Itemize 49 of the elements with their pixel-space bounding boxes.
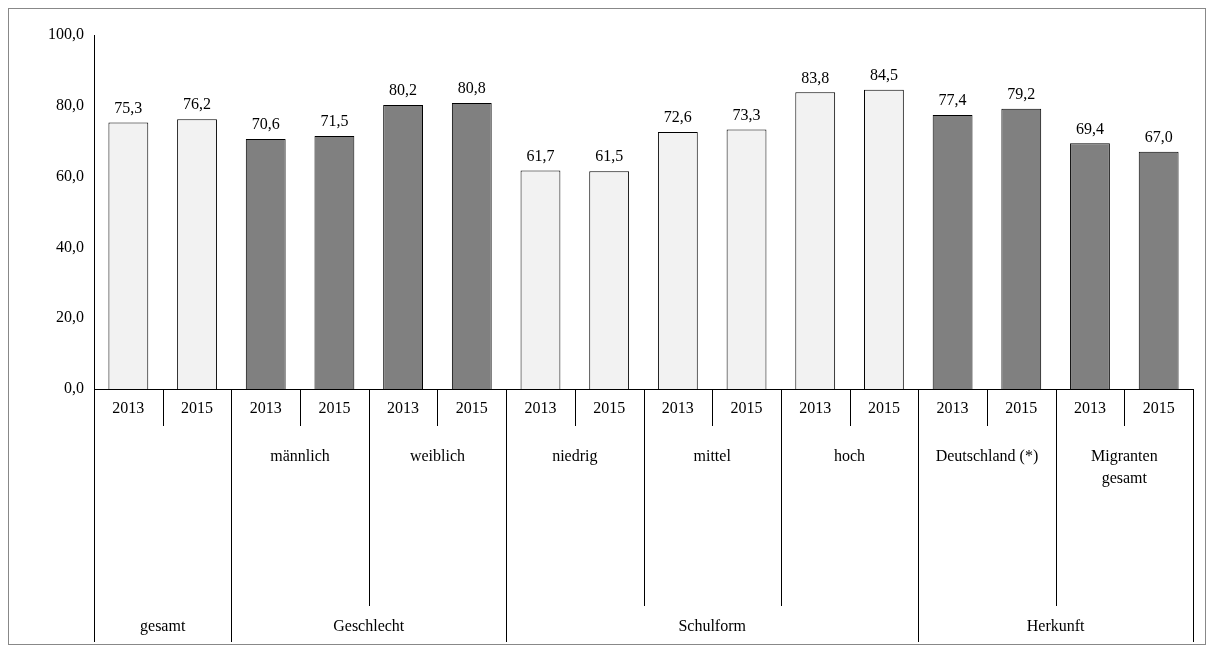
y-tick-label: 0,0 xyxy=(64,379,84,397)
data-label: 61,7 xyxy=(526,146,555,164)
y-tick-label: 60,0 xyxy=(56,166,84,184)
text: Geschlecht xyxy=(333,617,405,635)
data-label: 72,6 xyxy=(663,108,692,126)
text: Herkunft xyxy=(1026,617,1086,635)
data-label: 67,0 xyxy=(1144,128,1173,146)
x-tick-label: 2013 xyxy=(799,399,832,417)
x-tick-label: 2015 xyxy=(318,399,351,417)
data-label: 70,6 xyxy=(251,115,280,133)
x-tick-label: 2013 xyxy=(387,399,420,417)
x-tick-label: 2013 xyxy=(112,399,145,417)
x-tick-label: 2013 xyxy=(1073,399,1106,417)
x-tick-label: 2015 xyxy=(867,399,900,417)
x-tick-label: 2015 xyxy=(1142,399,1175,417)
y-tick-label: 100,0 xyxy=(48,25,84,43)
x-tick-label: 2015 xyxy=(730,399,763,417)
data-label: 69,4 xyxy=(1075,119,1104,137)
data-label: 83,8 xyxy=(801,68,830,86)
y-tick-label: 80,0 xyxy=(56,96,84,113)
x-tick-label: 2013 xyxy=(249,399,282,417)
text: männlich xyxy=(270,447,330,465)
y-tick-label: 20,0 xyxy=(56,308,84,326)
x-tick-label: 2015 xyxy=(593,399,626,417)
data-label: 80,2 xyxy=(389,81,418,99)
data-label: 79,2 xyxy=(1007,84,1036,102)
text: weiblich xyxy=(409,447,465,465)
data-label: 75,3 xyxy=(114,98,143,116)
y-tick-label: 40,0 xyxy=(56,237,84,255)
text: gesamt xyxy=(140,617,186,636)
x-tick-label: 2013 xyxy=(936,399,969,417)
x-tick-label: 2015 xyxy=(181,399,214,417)
data-label: 76,2 xyxy=(183,95,212,113)
text: Schulform xyxy=(678,617,747,635)
data-label: 80,8 xyxy=(457,79,486,97)
x-tick-label: 2015 xyxy=(1005,399,1038,417)
text: mittel xyxy=(693,447,732,465)
text: hoch xyxy=(834,447,866,465)
data-label: 73,3 xyxy=(732,105,761,123)
text: niedrig xyxy=(552,447,598,466)
data-label: 61,5 xyxy=(595,147,624,165)
text: Migranten gesamt xyxy=(1090,447,1158,488)
text: Deutschland (*) xyxy=(935,447,1039,466)
data-label: 77,4 xyxy=(938,91,967,109)
x-tick-label: 2013 xyxy=(524,399,557,417)
data-label: 84,5 xyxy=(869,66,898,84)
data-label: 71,5 xyxy=(320,112,349,130)
x-tick-label: 2015 xyxy=(455,399,488,417)
x-tick-label: 2013 xyxy=(661,399,694,417)
